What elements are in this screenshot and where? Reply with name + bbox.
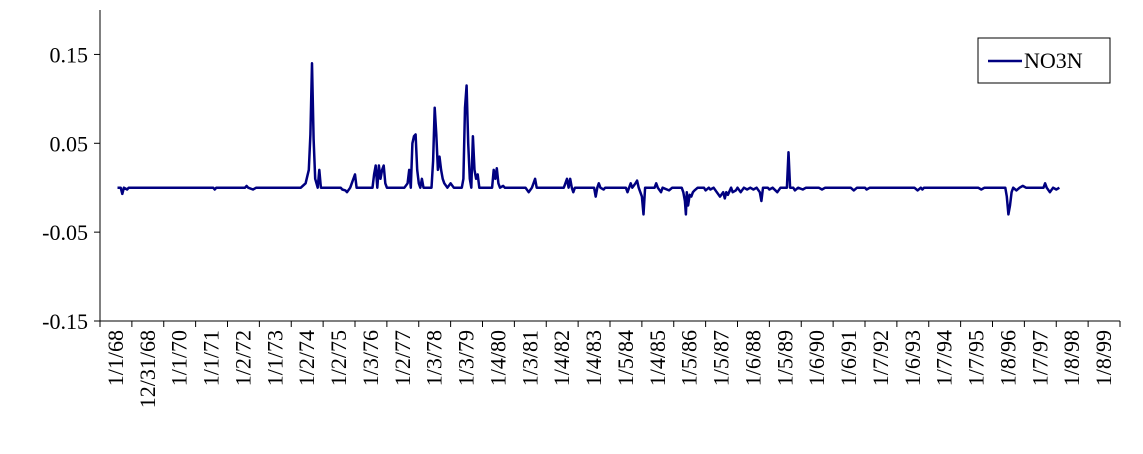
x-ticks: 1/1/68 12/31/68 1/1/70 1/1/71 1/2/72 1/1/73 1/… — [99, 321, 1121, 408]
x-tick-label: 1/2/72 — [230, 330, 255, 386]
y-ticks: 0.15 0.05 -0.05 -0.15 — [42, 42, 100, 334]
y-tick-label: 0.05 — [50, 131, 89, 156]
legend: NO3N — [977, 37, 1111, 84]
x-tick-label: 1/3/79 — [454, 330, 479, 386]
x-tick-label: 12/31/68 — [135, 330, 160, 408]
x-tick-label: 1/6/90 — [804, 330, 829, 386]
plot-area: 0.150.05-0.05-0.15 1/1/68 12/31/68 1/1/70 1… — [42, 10, 1121, 408]
x-tick-label: 1/3/78 — [422, 330, 447, 386]
x-tick-label: 1/1/73 — [262, 330, 287, 386]
x-tick-label: 1/8/98 — [1059, 330, 1084, 386]
x-tick-label: 1/1/68 — [103, 330, 128, 386]
x-tick-label: 1/8/99 — [1091, 330, 1116, 386]
x-tick-label: 1/6/93 — [900, 330, 925, 386]
x-tick-label: 1/6/91 — [836, 330, 861, 386]
x-tick-label: 1/5/87 — [709, 330, 734, 386]
x-tick-label: 1/7/94 — [932, 330, 957, 386]
x-tick-label: 1/5/86 — [677, 330, 702, 386]
x-tick-label: 1/4/80 — [485, 330, 510, 386]
series-line-no3n — [117, 62, 1061, 216]
x-tick-label: 1/5/84 — [613, 330, 638, 386]
x-tick-label: 1/2/77 — [390, 330, 415, 386]
x-tick-label: 1/4/82 — [549, 330, 574, 386]
y-tick-label: -0.15 — [42, 309, 88, 334]
x-tick-label: 1/2/75 — [326, 330, 351, 386]
x-tick-label: 1/7/92 — [868, 330, 893, 386]
x-tick-label: 1/2/74 — [294, 330, 319, 386]
x-tick-label: 1/3/76 — [358, 330, 383, 386]
x-tick-label: 1/4/83 — [581, 330, 606, 386]
x-tick-label: 1/7/95 — [964, 330, 989, 386]
x-tick-label: 1/1/71 — [199, 330, 224, 386]
x-tick-label: 1/3/81 — [517, 330, 542, 386]
x-tick-label: 1/7/97 — [1027, 330, 1052, 386]
x-tick-label: 1/1/70 — [167, 330, 192, 386]
y-tick-label: -0.05 — [42, 220, 88, 245]
y-tick-label: 0.15 — [50, 42, 89, 67]
x-tick-label: 1/8/96 — [995, 330, 1020, 386]
x-tick-label: 1/6/88 — [740, 330, 765, 386]
x-tick-label: 1/4/85 — [645, 330, 670, 386]
x-tick-label: 1/5/89 — [772, 330, 797, 386]
legend-label: NO3N — [1024, 48, 1083, 73]
